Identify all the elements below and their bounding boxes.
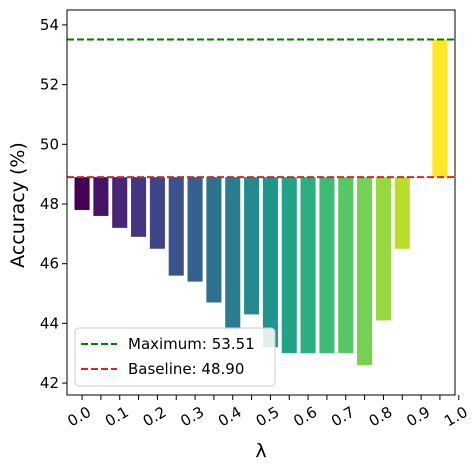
y-tick-label-48: 48 [40, 195, 59, 213]
bar-lambda-0.45 [244, 177, 260, 315]
y-axis: 42 44 46 48 50 52 54 [40, 16, 67, 392]
reference-lines-group [67, 38, 455, 179]
y-tick-label-54: 54 [40, 16, 59, 34]
bar-lambda-0.30 [187, 177, 203, 282]
bar-lambda-0.15 [131, 177, 147, 237]
y-tick-label-46: 46 [40, 255, 59, 273]
bar-lambda-0.20 [149, 177, 165, 249]
y-tick-label-50: 50 [40, 135, 59, 153]
y-tick-label-42: 42 [40, 374, 59, 392]
bar-lambda-0.55 [281, 177, 297, 354]
y-axis-label: Accuracy (%) [7, 142, 29, 268]
bar-lambda-0.95 [432, 39, 448, 178]
y-tick-label-52: 52 [40, 76, 59, 94]
bar-lambda-0.40 [225, 177, 241, 330]
bar-lambda-0.70 [338, 177, 354, 354]
bars-group [74, 39, 448, 366]
bar-lambda-0.75 [357, 177, 373, 366]
bar-lambda-0.80 [375, 177, 391, 321]
bar-lambda-0.25 [168, 177, 184, 276]
bar-lambda-0.65 [319, 177, 335, 354]
bar-lambda-0.05 [93, 177, 109, 216]
legend: Maximum: 53.51 Baseline: 48.90 [74, 327, 276, 387]
x-axis-label: λ [255, 440, 266, 462]
legend-frame [74, 327, 276, 387]
bar-lambda-0.85 [394, 177, 410, 249]
legend-label-baseline: Baseline: 48.90 [128, 360, 244, 378]
plot-frame [66, 9, 456, 396]
bar-lambda-0.50 [262, 177, 278, 348]
bar-lambda-0.60 [300, 177, 316, 354]
bar-lambda-0.35 [206, 177, 222, 303]
bar-lambda-0.00 [74, 177, 90, 210]
bar-lambda-0.10 [112, 177, 128, 228]
y-tick-label-44: 44 [40, 314, 59, 332]
legend-label-maximum: Maximum: 53.51 [128, 335, 255, 353]
